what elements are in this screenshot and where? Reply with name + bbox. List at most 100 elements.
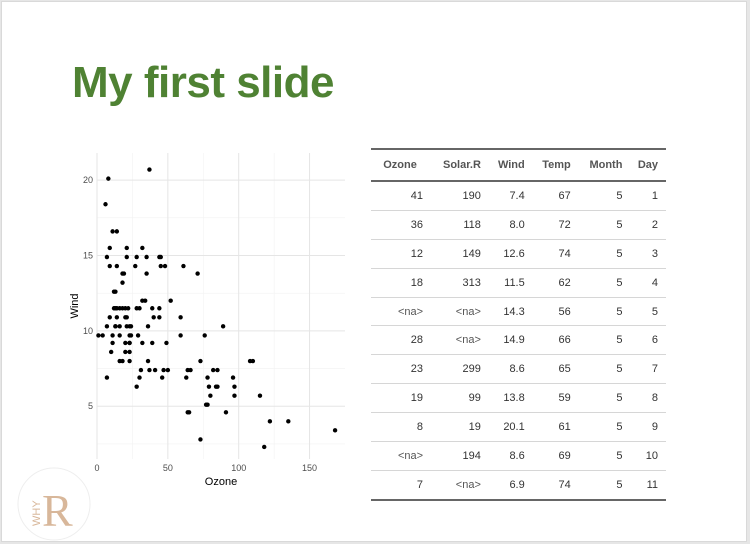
data-point <box>262 444 267 450</box>
table-cell: 7 <box>371 470 432 501</box>
table-cell: 8.6 <box>488 354 533 385</box>
table-cell: 5 <box>578 210 631 240</box>
data-point <box>113 289 118 294</box>
data-point <box>267 419 273 424</box>
table-cell: 190 <box>431 181 489 211</box>
table-cell: 5 <box>578 181 631 211</box>
y-tick-label: 5 <box>88 401 93 411</box>
data-point <box>164 340 169 346</box>
data-point <box>103 202 108 207</box>
data-point <box>123 349 128 355</box>
table-row: 23 299 8.6 65 5 7 <box>371 354 666 385</box>
data-point <box>145 358 151 364</box>
table-cell: 7.4 <box>488 181 533 211</box>
table-row: 19 99 13.8 59 5 8 <box>371 383 666 414</box>
data-point <box>202 333 207 338</box>
data-point <box>230 375 236 380</box>
scatter-plot-svg: 0 50 100 150 5 10 15 20 Ozone Wind <box>69 153 345 488</box>
data-point <box>123 340 128 346</box>
data-point <box>168 298 173 303</box>
table-cell: 36 <box>371 210 432 240</box>
table-cell: 69 <box>532 441 579 471</box>
table-cell: 14.9 <box>488 325 533 356</box>
table-cell: 9 <box>630 412 666 443</box>
data-point <box>123 306 128 311</box>
data-point <box>114 229 120 234</box>
data-point <box>205 402 210 407</box>
table-cell: <na> <box>371 297 432 327</box>
data-point <box>215 367 220 373</box>
data-point <box>208 393 213 398</box>
data-point <box>215 384 220 389</box>
table-cell: 65 <box>532 354 579 385</box>
data-point <box>186 410 192 415</box>
data-point <box>188 367 193 373</box>
table-cell: <na> <box>431 297 489 327</box>
data-point <box>332 428 338 433</box>
table-cell: 19 <box>431 412 489 443</box>
data-point <box>110 340 115 346</box>
data-point <box>124 254 129 260</box>
data-point <box>104 254 110 260</box>
data-point <box>104 324 110 329</box>
data-point <box>257 393 263 398</box>
table-cell: 56 <box>532 297 579 327</box>
data-point <box>157 315 162 320</box>
data-point <box>110 229 115 234</box>
data-point <box>114 263 120 269</box>
table-cell: 8.6 <box>488 441 533 471</box>
table-cell: 118 <box>431 210 489 240</box>
table-cell: 12.6 <box>488 239 533 269</box>
data-point <box>107 245 112 251</box>
data-point <box>138 367 144 373</box>
data-point <box>198 437 203 442</box>
data-point <box>159 375 165 380</box>
y-axis-title: Wind <box>69 293 81 318</box>
data-point <box>198 358 203 364</box>
data-point <box>113 324 118 329</box>
data-point <box>165 367 171 373</box>
why-r-logo: WHY R <box>17 467 91 541</box>
table-cell: 5 <box>578 268 631 298</box>
data-point <box>117 333 122 338</box>
table-cell: 5 <box>578 297 631 327</box>
table-row: 8 19 20.1 61 5 9 <box>371 412 666 443</box>
column-header: Solar.R <box>431 148 489 182</box>
table-cell: 18 <box>371 268 432 298</box>
table-cell: 66 <box>532 325 579 356</box>
table-row: <na> 194 8.6 69 5 10 <box>371 441 666 471</box>
data-point <box>108 349 114 355</box>
table-cell: 5 <box>578 354 631 385</box>
table-cell: <na> <box>371 441 432 471</box>
table-cell: 62 <box>532 268 579 298</box>
data-point <box>137 375 142 380</box>
table-cell: 5 <box>578 441 631 471</box>
table-row: 7 <na> 6.9 74 5 11 <box>371 470 666 501</box>
table-cell: 2 <box>630 210 666 240</box>
table-cell: 5 <box>630 297 666 327</box>
data-point <box>158 263 163 269</box>
table-cell: 67 <box>532 181 579 211</box>
table-cell: 10 <box>630 441 666 471</box>
data-point <box>157 306 162 311</box>
data-point <box>223 410 229 415</box>
table-row: 18 313 11.5 62 5 4 <box>371 268 666 298</box>
data-point <box>117 324 122 329</box>
data-point <box>145 324 151 329</box>
table-cell: 8 <box>630 383 666 414</box>
data-point <box>232 384 237 389</box>
table-cell: 1 <box>630 181 666 211</box>
logo-text-main: R <box>42 485 73 536</box>
table-cell: 61 <box>532 412 579 443</box>
column-header: Day <box>630 148 666 182</box>
table-cell: 6.9 <box>488 470 533 501</box>
table-cell: <na> <box>431 325 489 356</box>
table-cell: 12 <box>371 239 432 269</box>
data-table: Ozone Solar.R Wind Temp Month Day 41 190 7.4 67 5… <box>371 148 666 501</box>
table-cell: 299 <box>431 354 489 385</box>
scatter-plot: 0 50 100 150 5 10 15 20 Ozone Wind <box>64 147 354 492</box>
x-tick-label: 150 <box>302 463 317 473</box>
table-cell: 8 <box>371 412 432 443</box>
data-point <box>106 176 111 181</box>
data-point <box>134 384 139 389</box>
